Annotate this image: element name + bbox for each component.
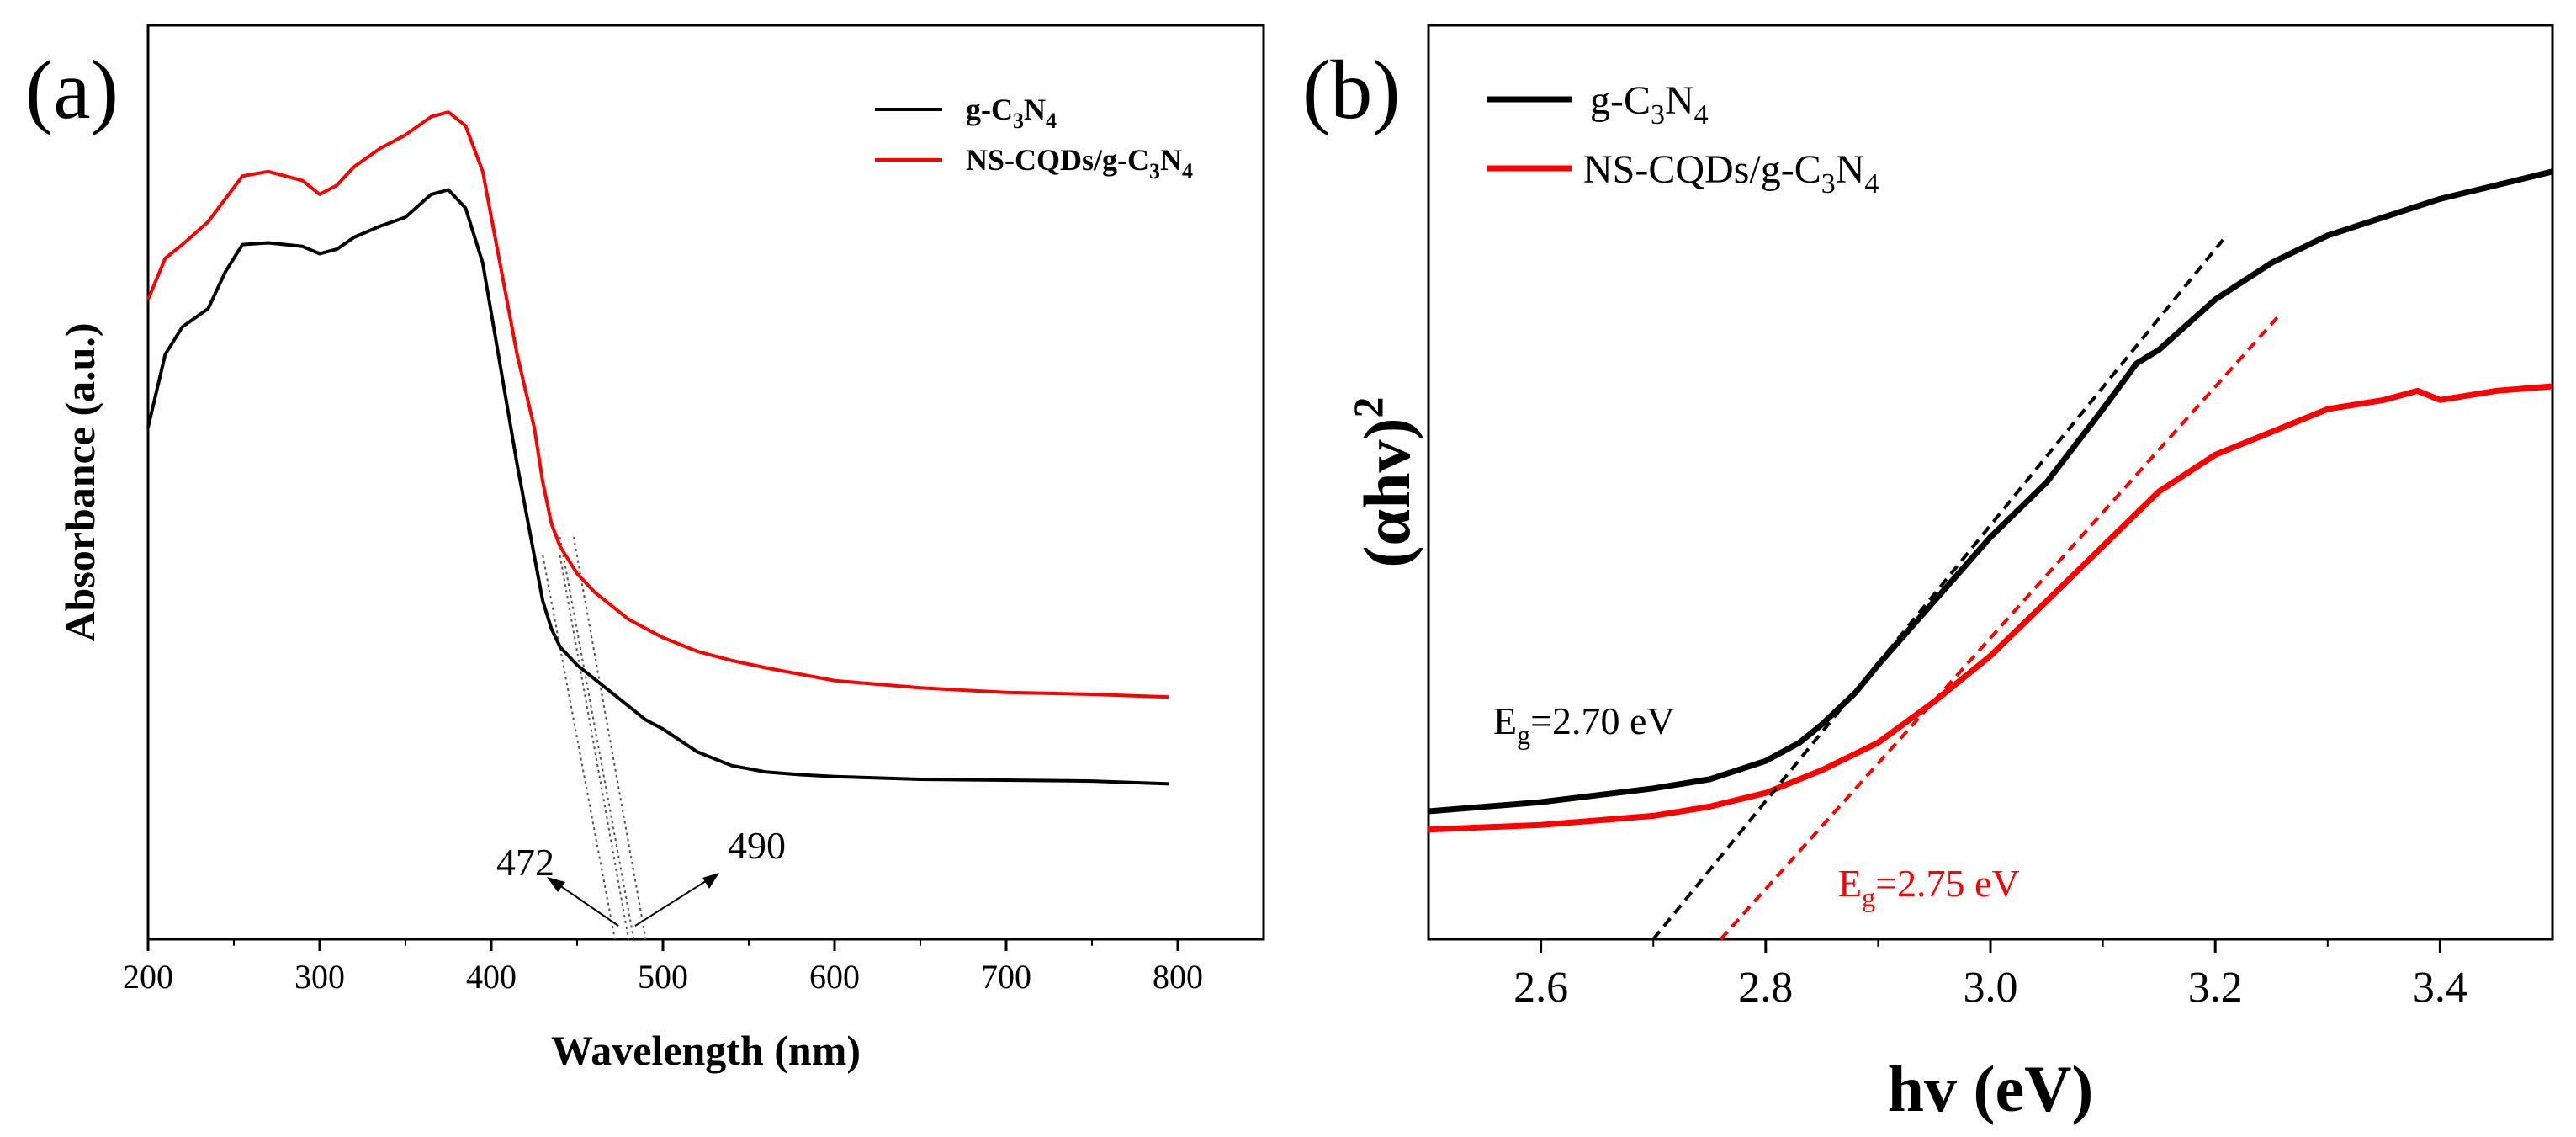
series-line-a-1 — [146, 110, 1169, 699]
legend-a-label-g-c3n4: g-C3N4 — [966, 93, 1057, 133]
panel-a-series — [146, 110, 1169, 786]
annotation-472: 472 — [496, 841, 554, 884]
tangent-line-a-1 — [559, 555, 630, 940]
panel-b-x-ticks: 2.6 2.8 3.0 3.2 3.4 — [1513, 939, 2467, 1012]
panel-a-plot-frame — [146, 24, 1265, 941]
panel-a-x-title: Wavelength (nm) — [551, 1027, 861, 1074]
annotation-eg-ns-cqds: Eg=2.75 eV — [1838, 862, 2020, 912]
tangent-line-a-0 — [542, 555, 616, 940]
panel-b-legend: g-C3N4 NS-CQDs/g-C3N4 — [1487, 78, 1879, 199]
annotation-eg-g-c3n4: Eg=2.70 eV — [1493, 699, 1675, 750]
arrow-490 — [634, 874, 716, 927]
series-line-b-1 — [1428, 383, 2553, 833]
tangent-line-a-2 — [559, 536, 635, 940]
panel-b-label: (b) — [1302, 43, 1401, 136]
tangent-line-b-0 — [1651, 234, 2229, 941]
x-tick-label-a-1: 300 — [294, 958, 345, 996]
panel-b-x-title: hv (eV) — [1888, 1052, 2094, 1125]
x-tick-label-b-2: 3.0 — [1964, 964, 2018, 1012]
x-tick-label-a-6: 800 — [1153, 958, 1203, 996]
legend-b-label-g-c3n4: g-C3N4 — [1590, 78, 1709, 130]
panel-a-tangent-lines — [542, 536, 647, 940]
x-tick-label-a-5: 700 — [981, 958, 1031, 996]
x-tick-label-b-0: 2.6 — [1513, 964, 1568, 1012]
panel-b-y-title: (αhv)2 — [1344, 397, 1423, 568]
panel-a-x-ticks: 200 300 400 500 600 700 800 — [123, 939, 1203, 996]
x-tick-label-b-3: 3.2 — [2188, 964, 2243, 1012]
panel-a-y-title: Absorbance (a.u.) — [56, 322, 103, 641]
annotation-490: 490 — [728, 824, 786, 867]
panel-a-legend: g-C3N4 NS-CQDs/g-C3N4 — [875, 93, 1193, 183]
x-tick-label-a-3: 500 — [638, 958, 688, 996]
arrow-472-head — [547, 877, 565, 892]
legend-b-label-ns-cqds: NS-CQDs/g-C3N4 — [1583, 147, 1879, 199]
x-tick-label-b-4: 3.4 — [2413, 964, 2467, 1012]
tangent-line-a-3 — [572, 536, 647, 940]
panel-a: (a) 200 300 400 500 600 700 800 472 490 g-C3N4… — [25, 24, 1265, 1074]
series-line-b-0 — [1428, 168, 2553, 815]
arrow-472 — [550, 879, 619, 927]
x-tick-label-b-1: 2.8 — [1738, 964, 1793, 1012]
tangent-line-b-1 — [1719, 316, 2279, 941]
panel-b-tangent-lines — [1651, 234, 2279, 941]
panel-b: (b) 2.6 2.8 3.0 3.2 3.4 g-C3N4 NS-CQDs/g-C3N… — [1302, 24, 2554, 1125]
panel-a-label: (a) — [25, 43, 119, 136]
panel-b-series — [1428, 168, 2553, 833]
x-tick-label-a-2: 400 — [466, 958, 517, 996]
panel-a-arrows — [547, 873, 719, 927]
series-line-a-0 — [146, 188, 1169, 786]
arrow-490-head — [702, 873, 719, 889]
x-tick-label-a-4: 600 — [809, 958, 860, 996]
legend-a-label-ns-cqds: NS-CQDs/g-C3N4 — [966, 143, 1193, 183]
x-tick-label-a-0: 200 — [123, 958, 173, 996]
